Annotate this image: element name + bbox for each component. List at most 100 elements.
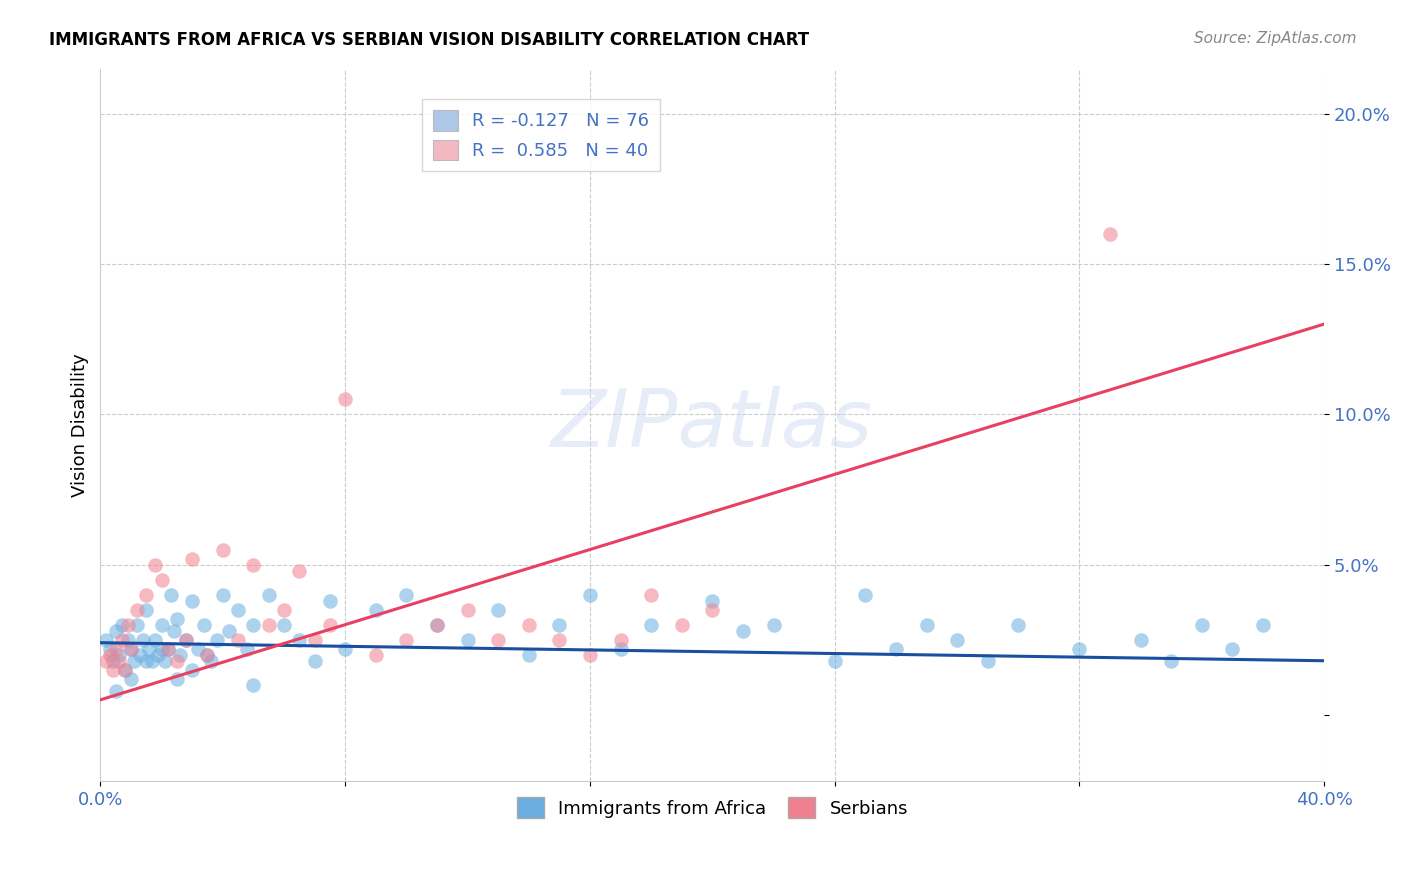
Point <box>226 632 249 647</box>
Point <box>135 602 157 616</box>
Point <box>218 624 240 638</box>
Point <box>884 641 907 656</box>
Point <box>197 648 219 662</box>
Point <box>107 648 129 662</box>
Point <box>181 551 204 566</box>
Point <box>226 602 249 616</box>
Point <box>242 558 264 572</box>
Point <box>1160 654 1182 668</box>
Text: Source: ZipAtlas.com: Source: ZipAtlas.com <box>1194 31 1357 46</box>
Point <box>457 632 479 647</box>
Point <box>166 672 188 686</box>
Point <box>426 617 449 632</box>
Point <box>517 648 540 662</box>
Point <box>236 641 259 656</box>
Point <box>1069 641 1091 656</box>
Point <box>824 654 846 668</box>
Point <box>205 632 228 647</box>
Point <box>129 648 152 662</box>
Point <box>395 588 418 602</box>
Point <box>257 588 280 602</box>
Point <box>111 617 134 632</box>
Point <box>1007 617 1029 632</box>
Point <box>187 641 209 656</box>
Point <box>242 678 264 692</box>
Point <box>579 588 602 602</box>
Point <box>150 617 173 632</box>
Point <box>702 602 724 616</box>
Point <box>135 588 157 602</box>
Point <box>273 602 295 616</box>
Point <box>101 654 124 668</box>
Point <box>1129 632 1152 647</box>
Y-axis label: Vision Disability: Vision Disability <box>72 353 89 497</box>
Point <box>762 617 785 632</box>
Point <box>104 624 127 638</box>
Point <box>153 654 176 668</box>
Point <box>517 617 540 632</box>
Point <box>333 392 356 407</box>
Point <box>166 612 188 626</box>
Point <box>486 602 509 616</box>
Point <box>104 683 127 698</box>
Point <box>156 641 179 656</box>
Point <box>853 588 876 602</box>
Point <box>145 558 167 572</box>
Point <box>1222 641 1244 656</box>
Point <box>319 593 342 607</box>
Point <box>193 617 215 632</box>
Point <box>333 641 356 656</box>
Point <box>114 663 136 677</box>
Point <box>138 641 160 656</box>
Point <box>242 617 264 632</box>
Point <box>104 641 127 656</box>
Point <box>364 602 387 616</box>
Point <box>125 602 148 616</box>
Point <box>145 632 167 647</box>
Point <box>166 654 188 668</box>
Point <box>1251 617 1274 632</box>
Point <box>640 588 662 602</box>
Point <box>98 641 121 656</box>
Text: IMMIGRANTS FROM AFRICA VS SERBIAN VISION DISABILITY CORRELATION CHART: IMMIGRANTS FROM AFRICA VS SERBIAN VISION… <box>49 31 810 49</box>
Point <box>117 632 139 647</box>
Point <box>174 632 197 647</box>
Point <box>319 617 342 632</box>
Point <box>150 641 173 656</box>
Point <box>96 654 118 668</box>
Point <box>426 617 449 632</box>
Point <box>117 617 139 632</box>
Point <box>288 632 311 647</box>
Point <box>120 672 142 686</box>
Point <box>304 632 326 647</box>
Point <box>946 632 969 647</box>
Point <box>364 648 387 662</box>
Point <box>156 641 179 656</box>
Point <box>200 654 222 668</box>
Point <box>169 648 191 662</box>
Point <box>548 632 571 647</box>
Point <box>609 632 631 647</box>
Point <box>1099 227 1122 241</box>
Point <box>273 617 295 632</box>
Point <box>122 654 145 668</box>
Point <box>181 663 204 677</box>
Point <box>257 617 280 632</box>
Point <box>288 564 311 578</box>
Point <box>731 624 754 638</box>
Point <box>671 617 693 632</box>
Point <box>609 641 631 656</box>
Point <box>101 663 124 677</box>
Point <box>211 542 233 557</box>
Point <box>150 573 173 587</box>
Point <box>548 617 571 632</box>
Text: ZIPatlas: ZIPatlas <box>551 385 873 464</box>
Point <box>125 617 148 632</box>
Point <box>181 593 204 607</box>
Point <box>132 632 155 647</box>
Legend: Immigrants from Africa, Serbians: Immigrants from Africa, Serbians <box>509 790 915 825</box>
Point <box>96 632 118 647</box>
Point <box>114 663 136 677</box>
Point <box>640 617 662 632</box>
Point <box>148 648 170 662</box>
